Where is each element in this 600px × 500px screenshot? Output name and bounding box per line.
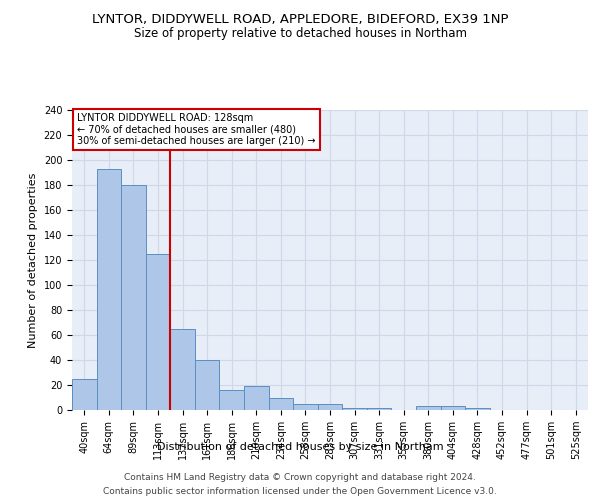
- Text: Contains HM Land Registry data © Crown copyright and database right 2024.: Contains HM Land Registry data © Crown c…: [124, 472, 476, 482]
- Text: LYNTOR, DIDDYWELL ROAD, APPLEDORE, BIDEFORD, EX39 1NP: LYNTOR, DIDDYWELL ROAD, APPLEDORE, BIDEF…: [92, 12, 508, 26]
- Bar: [342, 408, 367, 410]
- Bar: [72, 379, 97, 410]
- Bar: [244, 386, 269, 410]
- Bar: [465, 408, 490, 410]
- Bar: [97, 169, 121, 410]
- Bar: [220, 390, 244, 410]
- Y-axis label: Number of detached properties: Number of detached properties: [28, 172, 38, 348]
- Bar: [121, 185, 146, 410]
- Text: Size of property relative to detached houses in Northam: Size of property relative to detached ho…: [133, 28, 467, 40]
- Bar: [367, 408, 391, 410]
- Bar: [146, 254, 170, 410]
- Bar: [269, 398, 293, 410]
- Text: Distribution of detached houses by size in Northam: Distribution of detached houses by size …: [157, 442, 443, 452]
- Bar: [318, 404, 342, 410]
- Bar: [293, 404, 318, 410]
- Text: LYNTOR DIDDYWELL ROAD: 128sqm
← 70% of detached houses are smaller (480)
30% of : LYNTOR DIDDYWELL ROAD: 128sqm ← 70% of d…: [77, 113, 316, 146]
- Bar: [170, 329, 195, 410]
- Text: Contains public sector information licensed under the Open Government Licence v3: Contains public sector information licen…: [103, 488, 497, 496]
- Bar: [416, 406, 440, 410]
- Bar: [195, 360, 220, 410]
- Bar: [440, 406, 465, 410]
